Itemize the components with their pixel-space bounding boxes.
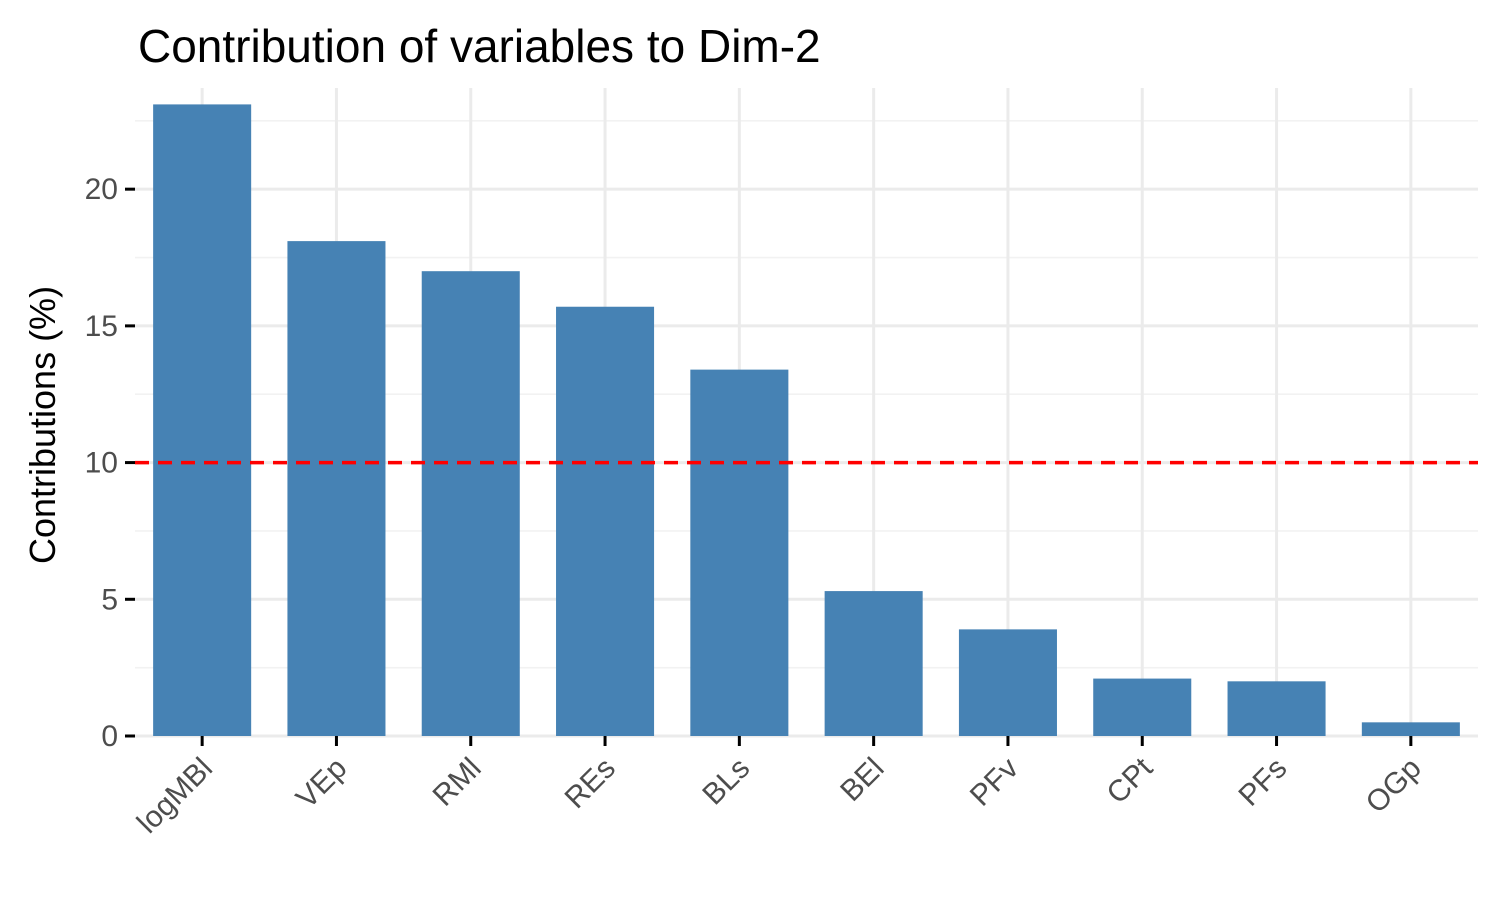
bar-PFv: [958, 629, 1057, 736]
y-tick-label: 15: [85, 310, 118, 343]
x-tick-label: PFs: [1232, 752, 1293, 813]
x-tick-label: BLs: [696, 752, 756, 812]
bar-BLs: [690, 369, 789, 736]
bar-REs: [556, 306, 655, 736]
bar-BEl: [824, 591, 923, 736]
x-tick-label: CPt: [1100, 751, 1159, 810]
x-tick-label: PFv: [964, 752, 1025, 813]
bar-logMBl: [153, 104, 252, 737]
x-tick-label: OGp: [1360, 752, 1428, 820]
x-tick-label: VEp: [290, 752, 353, 815]
x-tick-label: RMl: [427, 752, 488, 813]
bar-RMl: [421, 271, 520, 736]
x-tick-label: BEl: [834, 752, 890, 808]
x-axis: logMBl VEp RMl REs BLs BEl PFv CPt PFs OGp: [131, 736, 1428, 840]
y-tick-label: 20: [85, 173, 118, 206]
y-tick-label: 10: [85, 447, 118, 480]
bar-CPt: [1093, 678, 1192, 736]
x-tick-label: logMBl: [131, 752, 219, 840]
bar-PFs: [1227, 681, 1326, 736]
bar-VEp: [287, 241, 386, 736]
y-tick-label: 5: [101, 583, 118, 616]
y-tick-label: 0: [101, 720, 118, 753]
y-axis: 0 5 10 15 20: [85, 173, 135, 753]
chart-title: Contribution of variables to Dim-2: [138, 20, 821, 72]
bars-group: [153, 104, 1460, 737]
bar-OGp: [1361, 722, 1460, 736]
x-tick-label: REs: [559, 752, 622, 815]
y-axis-label: Contributions (%): [22, 286, 63, 564]
